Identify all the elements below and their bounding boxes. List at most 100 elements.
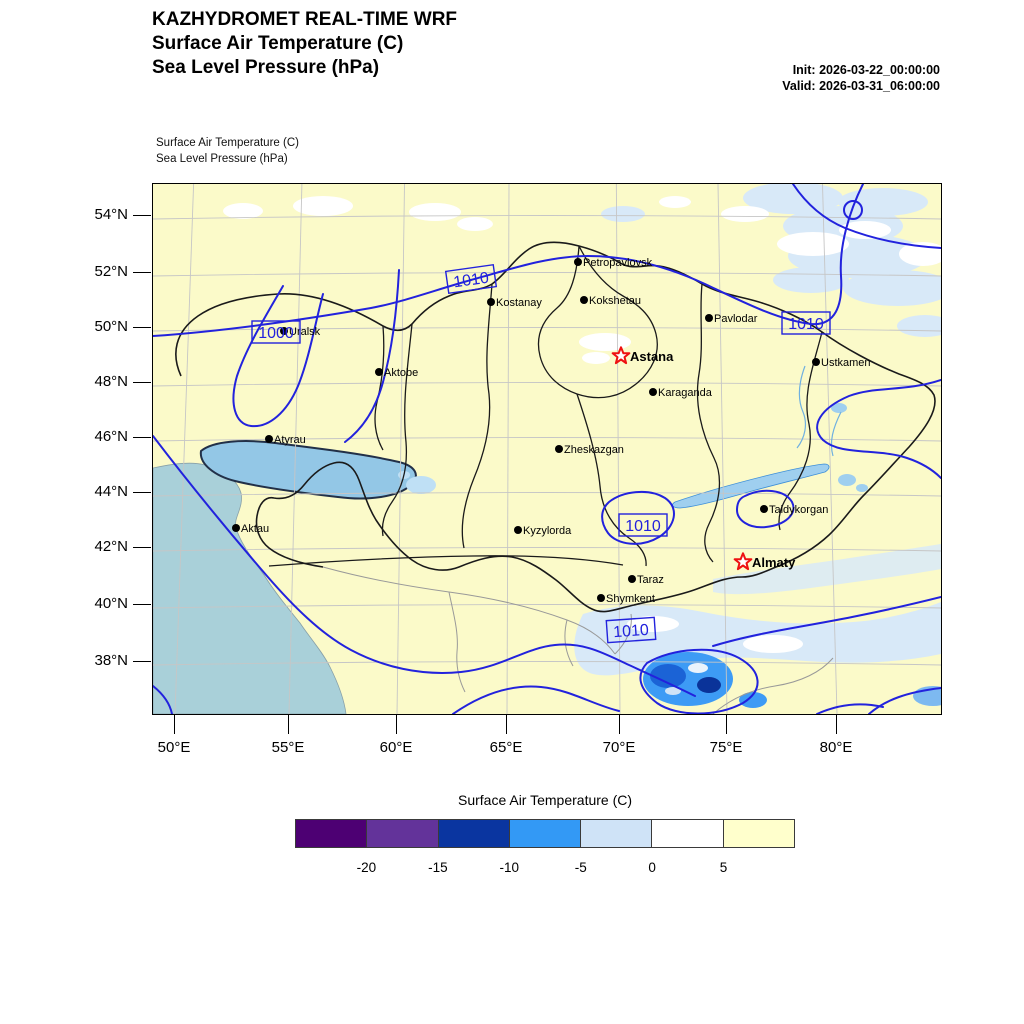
lat-tick-mark — [133, 546, 151, 548]
city-label: Aktau — [241, 523, 269, 535]
capital-label: Almaty — [752, 555, 796, 570]
graticule-parallel — [153, 604, 941, 609]
pressure-label-box — [618, 513, 668, 537]
city-dot — [555, 445, 563, 453]
init-time: Init: 2026-03-22_00:00:00 — [792, 63, 940, 77]
graticule-parallel — [153, 492, 941, 497]
city-marker: Zheskazgan — [555, 444, 624, 456]
capital-star-icon — [733, 552, 753, 571]
pressure-contours — [153, 184, 941, 714]
capital-label: Astana — [630, 349, 674, 364]
city-marker: Shymkent — [597, 593, 655, 605]
city-dot — [705, 314, 713, 322]
city-marker: Kokshetau — [580, 295, 641, 307]
lat-tick-label: 50°N — [94, 318, 128, 335]
lon-tick-mark — [395, 714, 397, 734]
city-dot — [487, 298, 495, 306]
city-dot — [574, 258, 582, 266]
pressure-label: 1010 — [781, 311, 831, 335]
graticule-meridian — [822, 184, 838, 714]
colorbar-segment — [722, 819, 795, 848]
map-subtitle-2: Sea Level Pressure (hPa) — [156, 153, 288, 165]
city-marker: Petropavlovsk — [574, 257, 653, 269]
pressure-label-text: 1010 — [625, 518, 661, 535]
pressure-label-box — [781, 311, 831, 335]
lat-tick-mark — [133, 214, 151, 216]
graticule-meridian — [717, 184, 728, 714]
city-dot — [265, 435, 273, 443]
city-dot — [375, 368, 383, 376]
city-marker: Taldykorgan — [760, 504, 828, 516]
lon-tick-label: 70°E — [602, 739, 636, 756]
page-title: KAZHYDROMET REAL-TIME WRF — [152, 9, 458, 30]
lat-tick-mark — [133, 491, 151, 493]
lon-tick-mark — [173, 714, 175, 734]
map-subtitle-1: Surface Air Temperature (C) — [156, 137, 299, 149]
city-dot — [514, 526, 522, 534]
city-dot — [232, 524, 240, 532]
lat-tick-label: 40°N — [94, 595, 128, 612]
lon-tick-mark — [618, 714, 620, 734]
lat-tick-mark — [133, 381, 151, 383]
cities-layer: Petropavlovsk Kostanay Kokshetau Pavlodar Ur… — [232, 257, 871, 605]
lat-tick-mark — [133, 326, 151, 328]
city-label: Kyzylorda — [523, 525, 572, 537]
pressure-label-text: 1000 — [258, 325, 294, 342]
graticule-parallel — [153, 272, 941, 277]
lake-sasykkol — [856, 484, 868, 492]
colorbar-tick-label: -20 — [356, 860, 377, 875]
pressure-labels-layer: 1010 1000 1010 1010 1010 — [251, 263, 831, 644]
city-marker: Kyzylorda — [514, 525, 572, 537]
city-marker: Pavlodar — [705, 313, 758, 325]
city-label: Kostanay — [496, 297, 542, 309]
colorbar-segment — [437, 819, 510, 848]
city-dot — [812, 358, 820, 366]
lat-tick-label: 46°N — [94, 428, 128, 445]
city-marker: Uralsk — [280, 326, 321, 338]
city-dot — [280, 327, 288, 335]
city-marker: Karaganda — [649, 387, 713, 399]
graticule-parallel — [153, 547, 941, 552]
lon-tick-label: 75°E — [709, 739, 743, 756]
graticule-parallel — [153, 382, 941, 387]
rivers — [796, 365, 842, 457]
city-label: Atyrau — [274, 434, 306, 446]
colorbar-tick-label: 5 — [719, 860, 728, 875]
lake-alakol — [838, 474, 856, 486]
city-label: Shymkent — [606, 593, 655, 605]
colorbar-segment — [366, 819, 439, 848]
lat-tick-label: 38°N — [94, 652, 128, 669]
pressure-label: 1000 — [251, 320, 301, 344]
pressure-label: 1010 — [444, 263, 498, 295]
lat-tick-label: 42°N — [94, 538, 128, 555]
capital-marker: Astana — [611, 346, 674, 365]
lat-tick-mark — [133, 603, 151, 605]
title-variable-2: Sea Level Pressure (hPa) — [152, 57, 380, 78]
city-dot — [649, 388, 657, 396]
pressure-label-box — [444, 263, 498, 295]
run-time-block: Init: 2026-03-22_00:00:00 Valid: 2026-03… — [782, 62, 940, 94]
capital-marker: Almaty — [733, 552, 796, 571]
pressure-label-text: 1010 — [788, 316, 824, 333]
lat-tick-mark — [133, 436, 151, 438]
city-label: Pavlodar — [714, 313, 758, 325]
colorbar-segment — [580, 819, 653, 848]
pressure-label: 1010 — [605, 616, 657, 644]
colorbar-title: Surface Air Temperature (C) — [457, 792, 633, 808]
aral-sea-remnant — [406, 476, 436, 494]
temperature-patches-southeast — [574, 544, 941, 708]
pressure-label: 1010 — [618, 513, 668, 537]
city-label: Petropavlovsk — [583, 257, 653, 269]
lat-tick-label: 44°N — [94, 483, 128, 500]
colorbar-tick-label: -15 — [428, 860, 448, 875]
lat-tick-label: 48°N — [94, 373, 128, 390]
graticule-parallel — [153, 215, 941, 220]
graticule-meridian — [288, 184, 303, 714]
pressure-label-text: 1010 — [613, 622, 650, 641]
title-variable-1: Surface Air Temperature (C) — [152, 33, 404, 54]
colorbar-segment — [508, 819, 582, 848]
city-dot — [628, 575, 636, 583]
header-title-block: KAZHYDROMET REAL-TIME WRF Surface Air Te… — [152, 8, 457, 80]
lakes — [398, 403, 868, 509]
lat-tick-label: 52°N — [94, 263, 128, 280]
